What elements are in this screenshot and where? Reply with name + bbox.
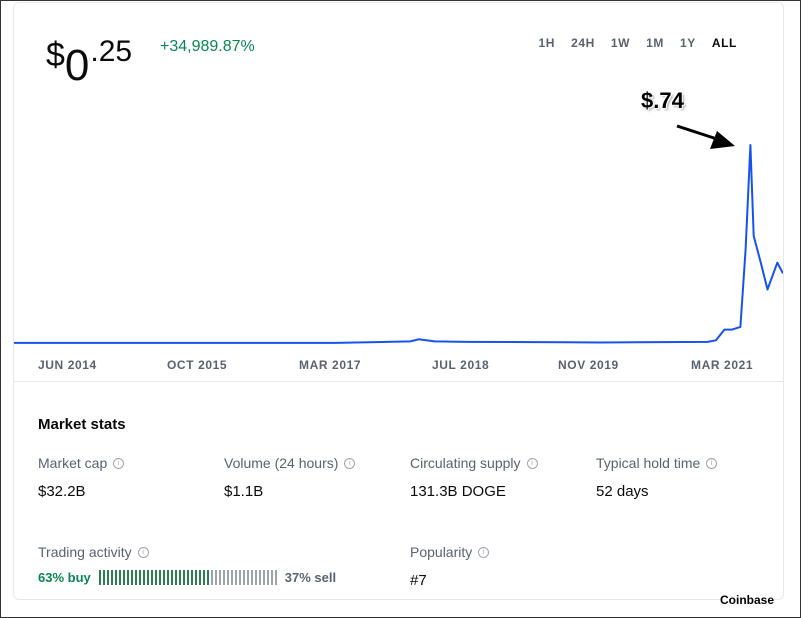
buy-segment (206, 570, 209, 585)
stat-trading-activity: Trading activity i 63% buy 37% sell (38, 544, 336, 585)
x-tick-label: JUN 2014 (38, 358, 97, 372)
annotation-arrow-shaft (676, 124, 721, 142)
stat-label: Typical hold time (596, 455, 701, 471)
sell-segment (262, 570, 265, 585)
buy-segment (126, 570, 129, 585)
sell-segment (258, 570, 261, 585)
info-icon[interactable]: i (344, 457, 356, 469)
buy-segment (166, 570, 169, 585)
price-chart-svg (14, 124, 783, 344)
sell-segment (238, 570, 241, 585)
buy-segment (114, 570, 117, 585)
x-axis: JUN 2014 OCT 2015 MAR 2017 JUL 2018 NOV … (14, 343, 783, 382)
sell-segment (230, 570, 233, 585)
range-24h[interactable]: 24H (571, 36, 595, 50)
peak-annotation-label: $.74 (641, 88, 684, 113)
buy-segment (134, 570, 137, 585)
stat-label: Popularity (410, 544, 473, 560)
buy-segment (102, 570, 105, 585)
sell-segment (234, 570, 237, 585)
sell-segment (254, 570, 257, 585)
buy-segment (98, 570, 101, 585)
stat-market-cap: Market cap i $32.2B (38, 455, 125, 500)
buy-segment (110, 570, 113, 585)
price-card: $ 0 .25 +34,989.87% 1H 24H 1W 1M 1Y ALL … (13, 2, 784, 600)
price-fraction: .25 (90, 35, 133, 68)
current-price: $ 0 .25 (46, 35, 133, 90)
range-1h[interactable]: 1H (538, 36, 556, 50)
sell-segment (270, 570, 273, 585)
price-currency: $ (46, 36, 65, 74)
sell-segment (214, 570, 217, 585)
sell-segment (250, 570, 253, 585)
info-icon[interactable]: i (706, 457, 718, 469)
x-tick-label: JUL 2018 (432, 358, 490, 372)
buy-segment (118, 570, 121, 585)
buy-segment (162, 570, 165, 585)
range-1y[interactable]: 1Y (679, 36, 696, 50)
x-tick-label: MAR 2017 (299, 358, 362, 372)
buy-segment (178, 570, 181, 585)
buy-segment (170, 570, 173, 585)
info-icon[interactable]: i (113, 457, 125, 469)
stat-value: #7 (410, 572, 427, 589)
x-tick-label: NOV 2019 (558, 358, 619, 372)
stat-label: Market cap (38, 455, 108, 471)
buy-segment (182, 570, 185, 585)
sell-segment (246, 570, 249, 585)
range-all[interactable]: ALL (711, 36, 737, 50)
buy-percentage: 63% buy (38, 570, 91, 585)
sell-segment (218, 570, 221, 585)
time-range-selector: 1H 24H 1W 1M 1Y ALL (531, 36, 745, 50)
price-line (14, 144, 783, 344)
buy-segment (150, 570, 153, 585)
sell-segment (222, 570, 225, 585)
stat-label: Circulating supply (410, 455, 521, 471)
buy-segment (202, 570, 205, 585)
buy-segment (190, 570, 193, 585)
buy-segment (154, 570, 157, 585)
market-stats-title: Market stats (38, 416, 126, 433)
price-chart[interactable] (14, 93, 783, 349)
price-change: +34,989.87% (160, 38, 255, 55)
stat-popularity: Popularity i #7 (410, 544, 490, 589)
buy-segment (106, 570, 109, 585)
buy-segment (130, 570, 133, 585)
range-1m[interactable]: 1M (646, 36, 664, 50)
sell-percentage: 37% sell (284, 570, 337, 585)
info-icon[interactable]: i (137, 546, 149, 558)
info-icon[interactable]: i (526, 457, 538, 469)
x-tick-label: OCT 2015 (167, 358, 228, 372)
watermark: Coinbase (720, 593, 775, 607)
buy-segment (122, 570, 125, 585)
stat-value: 131.3B DOGE (410, 483, 506, 500)
sell-segment (210, 570, 213, 585)
buy-segment (138, 570, 141, 585)
x-tick-label: MAR 2021 (691, 358, 754, 372)
stat-circulating-supply: Circulating supply i 131.3B DOGE (410, 455, 538, 500)
buy-segment (198, 570, 201, 585)
buy-segment (142, 570, 145, 585)
sell-segment (274, 570, 277, 585)
stat-value: $1.1B (224, 483, 264, 500)
buy-segment (158, 570, 161, 585)
sell-segment (266, 570, 269, 585)
stat-hold-time: Typical hold time i 52 days (596, 455, 718, 500)
buy-segment (174, 570, 177, 585)
price-whole: 0 (64, 41, 90, 90)
buy-segment (194, 570, 197, 585)
buy-segment (146, 570, 149, 585)
info-icon[interactable]: i (478, 546, 490, 558)
sell-segment (242, 570, 245, 585)
stat-label: Trading activity (38, 544, 132, 560)
stat-value: 52 days (596, 483, 649, 500)
stat-label: Volume (24 hours) (224, 455, 339, 471)
range-1w[interactable]: 1W (610, 36, 631, 50)
stat-volume: Volume (24 hours) i $1.1B (224, 455, 356, 500)
buy-segment (186, 570, 189, 585)
annotation-arrow-head (710, 131, 735, 149)
stat-value: $32.2B (38, 483, 86, 500)
sell-segment (226, 570, 229, 585)
activity-bar (98, 570, 277, 585)
